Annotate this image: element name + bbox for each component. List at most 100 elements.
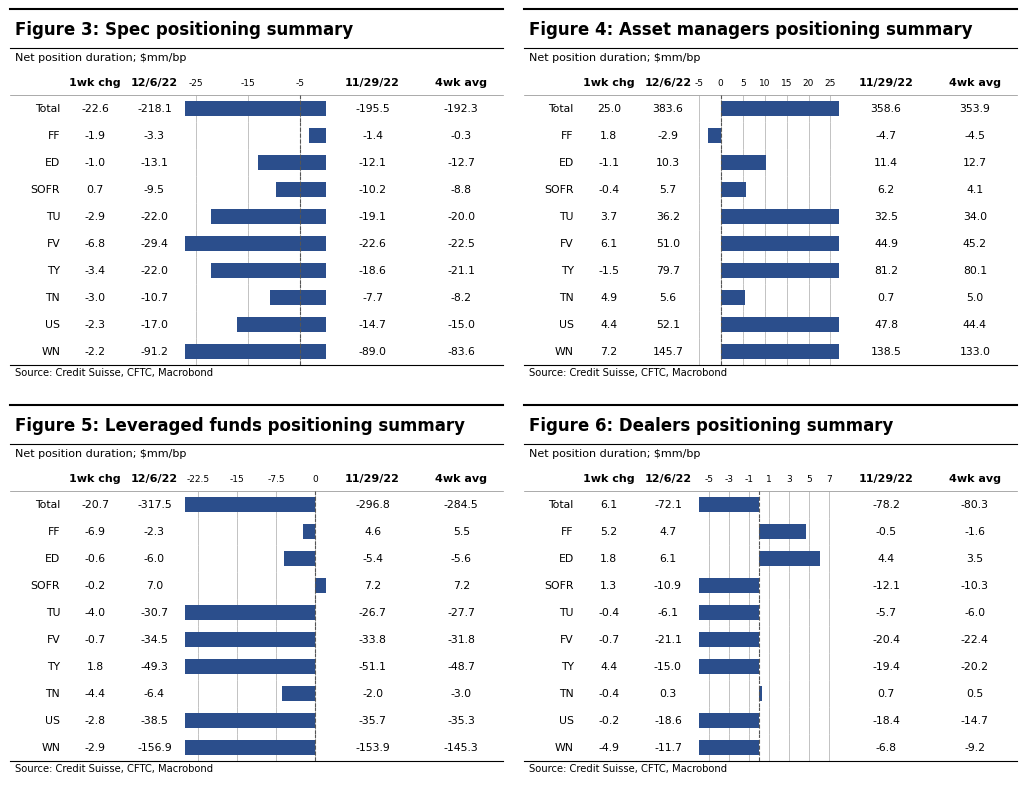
FancyBboxPatch shape — [721, 101, 839, 116]
Text: 36.2: 36.2 — [656, 211, 680, 222]
Text: -19.4: -19.4 — [872, 662, 900, 672]
FancyBboxPatch shape — [270, 291, 326, 305]
Text: -7.5: -7.5 — [267, 475, 286, 484]
FancyBboxPatch shape — [185, 741, 315, 756]
FancyBboxPatch shape — [237, 318, 326, 332]
Text: -1.0: -1.0 — [85, 158, 106, 168]
Text: WN: WN — [41, 347, 61, 356]
Text: 0: 0 — [312, 475, 318, 484]
Text: -145.3: -145.3 — [444, 743, 479, 752]
Text: Net position duration; $mm/bp: Net position duration; $mm/bp — [15, 53, 187, 63]
FancyBboxPatch shape — [212, 264, 326, 278]
Text: Source: Credit Suisse, CFTC, Macrobond: Source: Credit Suisse, CFTC, Macrobond — [529, 368, 727, 379]
Text: 44.4: 44.4 — [963, 320, 987, 329]
Text: -18.4: -18.4 — [872, 716, 900, 725]
Text: 4.4: 4.4 — [600, 662, 617, 672]
Text: -192.3: -192.3 — [444, 104, 479, 114]
Text: -20.0: -20.0 — [448, 211, 476, 222]
Text: -3.0: -3.0 — [85, 293, 106, 303]
Text: 0.3: 0.3 — [659, 689, 677, 699]
Text: -1.9: -1.9 — [85, 131, 106, 141]
Text: 6.2: 6.2 — [877, 185, 895, 195]
Text: 7.2: 7.2 — [600, 347, 617, 356]
Text: -3: -3 — [724, 475, 733, 484]
Text: -1: -1 — [745, 475, 754, 484]
Text: TU: TU — [559, 607, 574, 618]
Text: -2.9: -2.9 — [85, 211, 106, 222]
Text: 7.0: 7.0 — [146, 581, 163, 591]
Text: -9.5: -9.5 — [144, 185, 165, 195]
Text: 0.7: 0.7 — [877, 293, 895, 303]
Text: Net position duration; $mm/bp: Net position duration; $mm/bp — [529, 53, 700, 63]
Text: -0.6: -0.6 — [85, 554, 106, 564]
Text: -29.4: -29.4 — [141, 239, 168, 249]
Text: -72.1: -72.1 — [654, 500, 682, 510]
FancyBboxPatch shape — [698, 632, 759, 647]
Text: -4.0: -4.0 — [85, 607, 106, 618]
FancyBboxPatch shape — [698, 605, 759, 620]
Text: 4wk avg: 4wk avg — [949, 474, 1001, 485]
Text: -25: -25 — [188, 79, 203, 88]
FancyBboxPatch shape — [759, 524, 806, 539]
Text: -31.8: -31.8 — [448, 635, 476, 645]
Text: FF: FF — [561, 527, 574, 537]
Text: 4.4: 4.4 — [877, 554, 895, 564]
Text: -0.4: -0.4 — [599, 185, 619, 195]
Text: -22.5: -22.5 — [448, 239, 476, 249]
Text: 11.4: 11.4 — [874, 158, 898, 168]
Text: -8.8: -8.8 — [451, 185, 471, 195]
Text: FV: FV — [560, 239, 574, 249]
Text: -3.0: -3.0 — [451, 689, 471, 699]
Text: 45.2: 45.2 — [963, 239, 987, 249]
Text: 5.5: 5.5 — [453, 527, 470, 537]
Text: 0: 0 — [718, 79, 724, 88]
Text: -10.7: -10.7 — [141, 293, 168, 303]
Text: TY: TY — [561, 662, 574, 672]
Text: Net position duration; $mm/bp: Net position duration; $mm/bp — [15, 449, 187, 459]
Text: -21.1: -21.1 — [654, 635, 682, 645]
Text: -12.7: -12.7 — [448, 158, 476, 168]
Text: 11/29/22: 11/29/22 — [345, 78, 401, 89]
Text: SOFR: SOFR — [31, 185, 61, 195]
Text: -14.7: -14.7 — [961, 716, 989, 725]
Text: -10.2: -10.2 — [358, 185, 386, 195]
Text: -153.9: -153.9 — [355, 743, 390, 752]
Text: -6.8: -6.8 — [85, 239, 106, 249]
Text: 25.0: 25.0 — [597, 104, 621, 114]
Text: -6.0: -6.0 — [964, 607, 985, 618]
Text: FV: FV — [560, 635, 574, 645]
Text: 5.0: 5.0 — [966, 293, 984, 303]
Text: -14.7: -14.7 — [358, 320, 386, 329]
FancyBboxPatch shape — [185, 632, 315, 647]
Text: -20.2: -20.2 — [961, 662, 989, 672]
Text: 1wk chg: 1wk chg — [583, 78, 635, 89]
FancyBboxPatch shape — [308, 128, 326, 143]
Text: Source: Credit Suisse, CFTC, Macrobond: Source: Credit Suisse, CFTC, Macrobond — [529, 764, 727, 775]
Text: -0.7: -0.7 — [599, 635, 619, 645]
Text: -4.9: -4.9 — [599, 743, 619, 752]
Text: 3.5: 3.5 — [966, 554, 984, 564]
Text: 47.8: 47.8 — [874, 320, 898, 329]
Text: -2.2: -2.2 — [85, 347, 106, 356]
Text: ED: ED — [559, 554, 574, 564]
Text: TN: TN — [45, 293, 61, 303]
Text: 4.7: 4.7 — [659, 527, 677, 537]
Text: Net position duration; $mm/bp: Net position duration; $mm/bp — [529, 449, 700, 459]
Text: SOFR: SOFR — [544, 185, 574, 195]
Text: -15: -15 — [240, 79, 255, 88]
Text: -296.8: -296.8 — [355, 500, 390, 510]
Text: 10.3: 10.3 — [656, 158, 680, 168]
Text: 12/6/22: 12/6/22 — [130, 78, 178, 89]
Text: -15.0: -15.0 — [448, 320, 476, 329]
Text: 34.0: 34.0 — [962, 211, 987, 222]
Text: Total: Total — [548, 104, 574, 114]
Text: -91.2: -91.2 — [141, 347, 168, 356]
Text: -4.7: -4.7 — [876, 131, 897, 141]
Text: 0.5: 0.5 — [966, 689, 984, 699]
Text: -1.4: -1.4 — [363, 131, 383, 141]
FancyBboxPatch shape — [698, 497, 759, 512]
Text: -83.6: -83.6 — [448, 347, 476, 356]
Text: 4wk avg: 4wk avg — [435, 78, 488, 89]
Text: -12.1: -12.1 — [872, 581, 900, 591]
FancyBboxPatch shape — [276, 182, 326, 197]
